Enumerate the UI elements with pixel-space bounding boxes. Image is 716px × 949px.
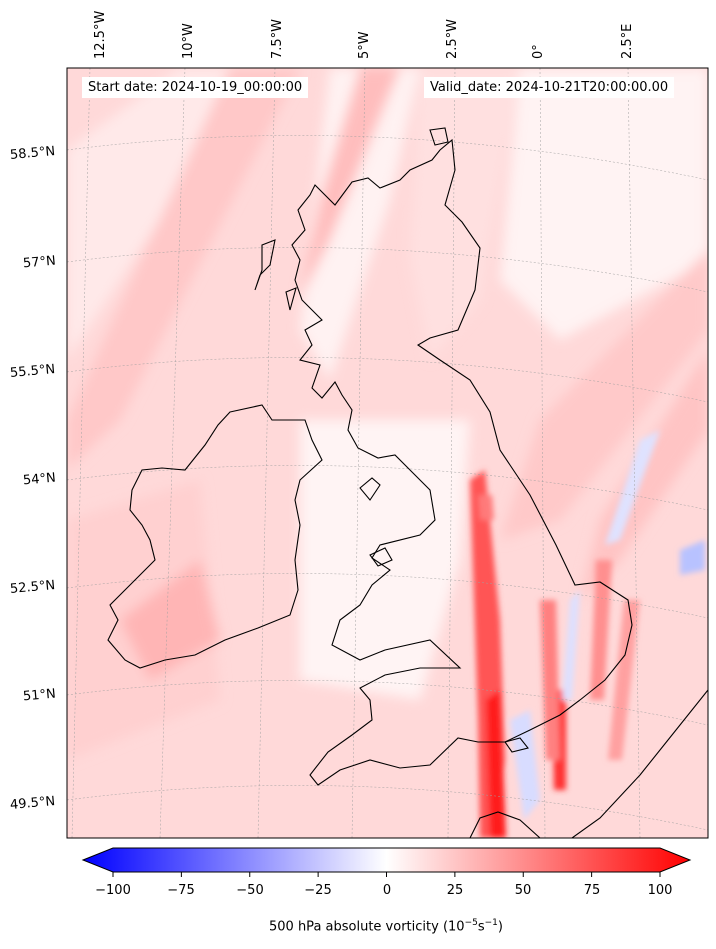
- vorticity-field: [67, 68, 708, 838]
- colorbar-tick-label: −25: [304, 883, 332, 898]
- lon-label: 12.5°W: [93, 10, 108, 59]
- lon-label: 5°W: [357, 31, 372, 59]
- colorbar-tick-label: 100: [647, 883, 673, 898]
- colorbar-label: 500 hPa absolute vorticity (10−5s−1): [269, 918, 503, 935]
- colorbar: [81, 847, 692, 877]
- colorbar-tick-label: 0: [382, 883, 392, 898]
- lon-label: 7.5°W: [270, 18, 285, 59]
- lat-label: 54°N: [22, 470, 57, 489]
- plot-frame: [66, 67, 709, 839]
- lon-label: 2.5°E: [620, 23, 635, 59]
- lon-label: 0°: [531, 44, 546, 59]
- lon-label: 2.5°W: [445, 18, 460, 59]
- colorbar-tick-label: 50: [514, 883, 532, 898]
- colorbar-tick-label: 75: [583, 883, 601, 898]
- coastline: [107, 127, 708, 838]
- colorbar-tick-label: −75: [167, 883, 195, 898]
- valid-date-label: Valid_date: 2024-10-21T20:00:00.00: [424, 77, 675, 98]
- lon-label: 10°W: [181, 23, 196, 59]
- lat-label: 57°N: [22, 253, 57, 272]
- colorbar-tick-label: −100: [95, 883, 131, 898]
- colorbar-tick-label: −50: [236, 883, 264, 898]
- start-date-label: Start date: 2024-10-19_00:00:00: [82, 77, 309, 98]
- colorbar-tick-label: 25: [446, 883, 464, 898]
- lat-label: 51°N: [22, 686, 57, 705]
